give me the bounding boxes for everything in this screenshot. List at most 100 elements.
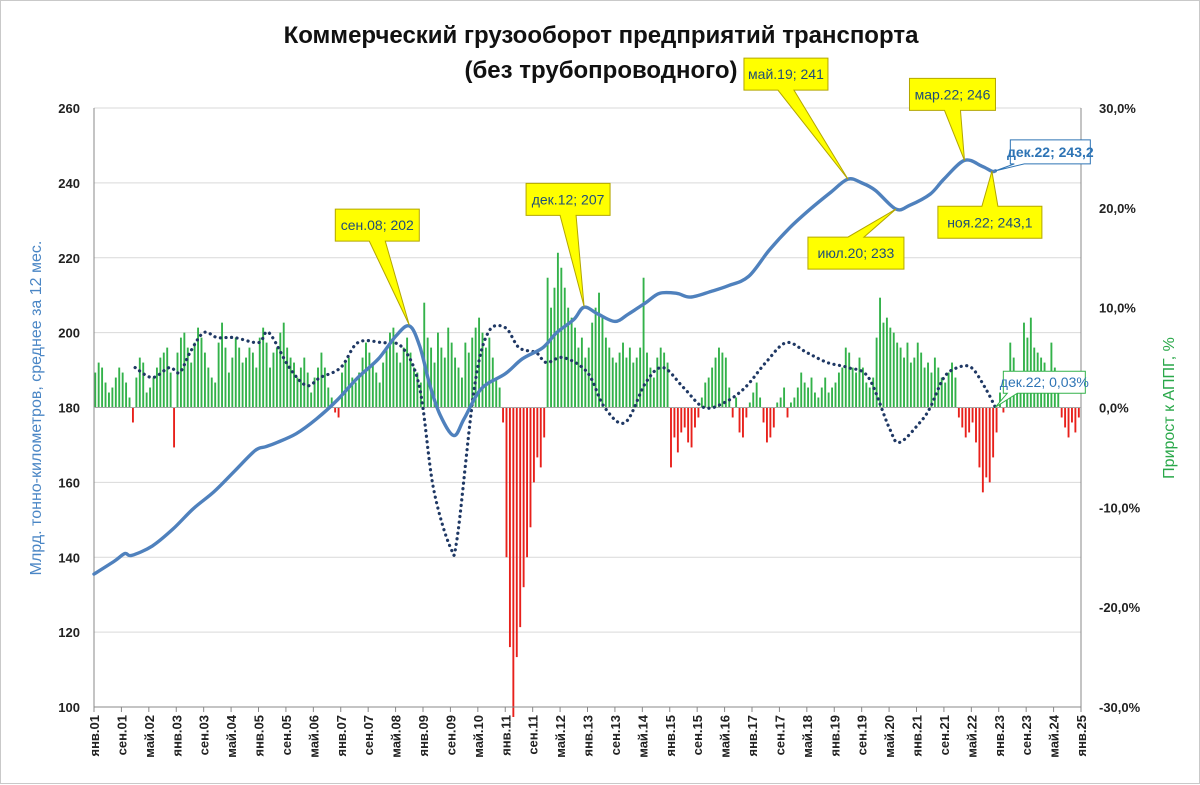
bar [598,292,600,408]
x-tick-label: сен.13 [608,715,623,755]
bar [279,332,282,408]
bar [748,402,751,408]
bar [169,372,172,408]
bar [608,347,611,408]
bar [282,322,285,408]
callout-box [994,370,1086,408]
x-tick-label: сен.01 [114,715,129,755]
bar [899,347,902,408]
x-tick-label: янв.21 [910,715,925,757]
bar [255,367,258,408]
callout: ноя.22; 243,1 [937,171,1043,239]
bar [635,357,638,408]
bar [179,337,182,408]
bar [395,352,398,408]
bar [742,407,744,438]
bar [1002,407,1005,413]
callout-label: ноя.22; 243,1 [947,214,1033,230]
bar [114,377,117,408]
bar [666,362,669,408]
bar [831,387,834,408]
bar [224,347,227,408]
bar [882,322,885,408]
chart-title: Коммерческий грузооборот предприятий тра… [284,22,920,49]
callout-box [525,182,611,307]
bar [183,332,186,408]
y-axis-left-label: Млрд. тонно-километров, среднее за 12 ме… [28,241,45,576]
bar [820,387,823,408]
bar [238,347,241,408]
bar [512,407,515,717]
bar [632,362,635,408]
bar [481,332,484,408]
bar [423,302,426,408]
bar [961,407,964,428]
bar [484,347,487,408]
bar [536,407,539,458]
callout-label: дек.12; 207 [532,191,605,207]
bar [358,372,361,408]
bar [858,357,861,408]
bar [389,332,391,408]
bar [676,407,679,453]
x-tick-label: янв.23 [992,715,1007,757]
x-tick-label: сен.15 [690,715,705,755]
bar [97,362,100,408]
bar [419,382,422,408]
y-left-tick-label: 200 [58,326,80,341]
bar [269,367,271,408]
bar [1077,407,1080,418]
bar [827,392,830,408]
bar [313,377,316,408]
bar [334,407,337,413]
bar [587,347,590,408]
bar [1019,387,1022,408]
x-tick-label: май.22 [964,715,979,758]
bar [728,387,731,408]
bar [992,407,995,458]
bar [1074,407,1077,433]
callout-label: мар.22; 246 [915,86,991,102]
x-tick-label: май.16 [718,715,733,758]
y-right-tick-label: 30,0% [1099,101,1136,116]
bar [652,377,655,408]
bar [978,407,981,468]
bar [622,342,624,408]
bar [382,362,385,408]
bar [618,352,621,408]
bar [868,387,871,408]
bar [759,397,762,408]
callout: июл.20; 233 [807,208,905,270]
callout: сен.08; 202 [334,208,420,326]
bar [289,357,292,408]
bar [553,287,556,408]
y-left-tick-label: 260 [58,101,80,116]
bar [437,332,439,408]
bar [988,407,991,483]
bar [416,372,419,408]
bar [1023,322,1025,408]
bar [498,387,501,408]
y-right-tick-label: -20,0% [1099,600,1141,615]
bar [560,267,563,408]
bar [813,392,816,408]
bar [591,322,594,408]
bar [844,347,847,408]
bar [121,372,124,408]
callout-label: май.19; 241 [748,66,824,82]
y-left-tick-label: 220 [58,251,80,266]
bar [190,362,193,408]
y-right-tick-label: -10,0% [1099,500,1141,515]
bar [293,362,295,408]
bar [207,367,210,408]
bar [101,367,104,408]
x-tick-label: янв.13 [581,715,596,757]
callout: мар.22; 246 [908,77,996,161]
bar-series [94,252,1080,717]
bar [409,352,412,408]
bar [718,347,720,408]
y-left-tick-label: 160 [58,475,80,490]
bar [142,362,145,408]
bar [786,407,789,418]
